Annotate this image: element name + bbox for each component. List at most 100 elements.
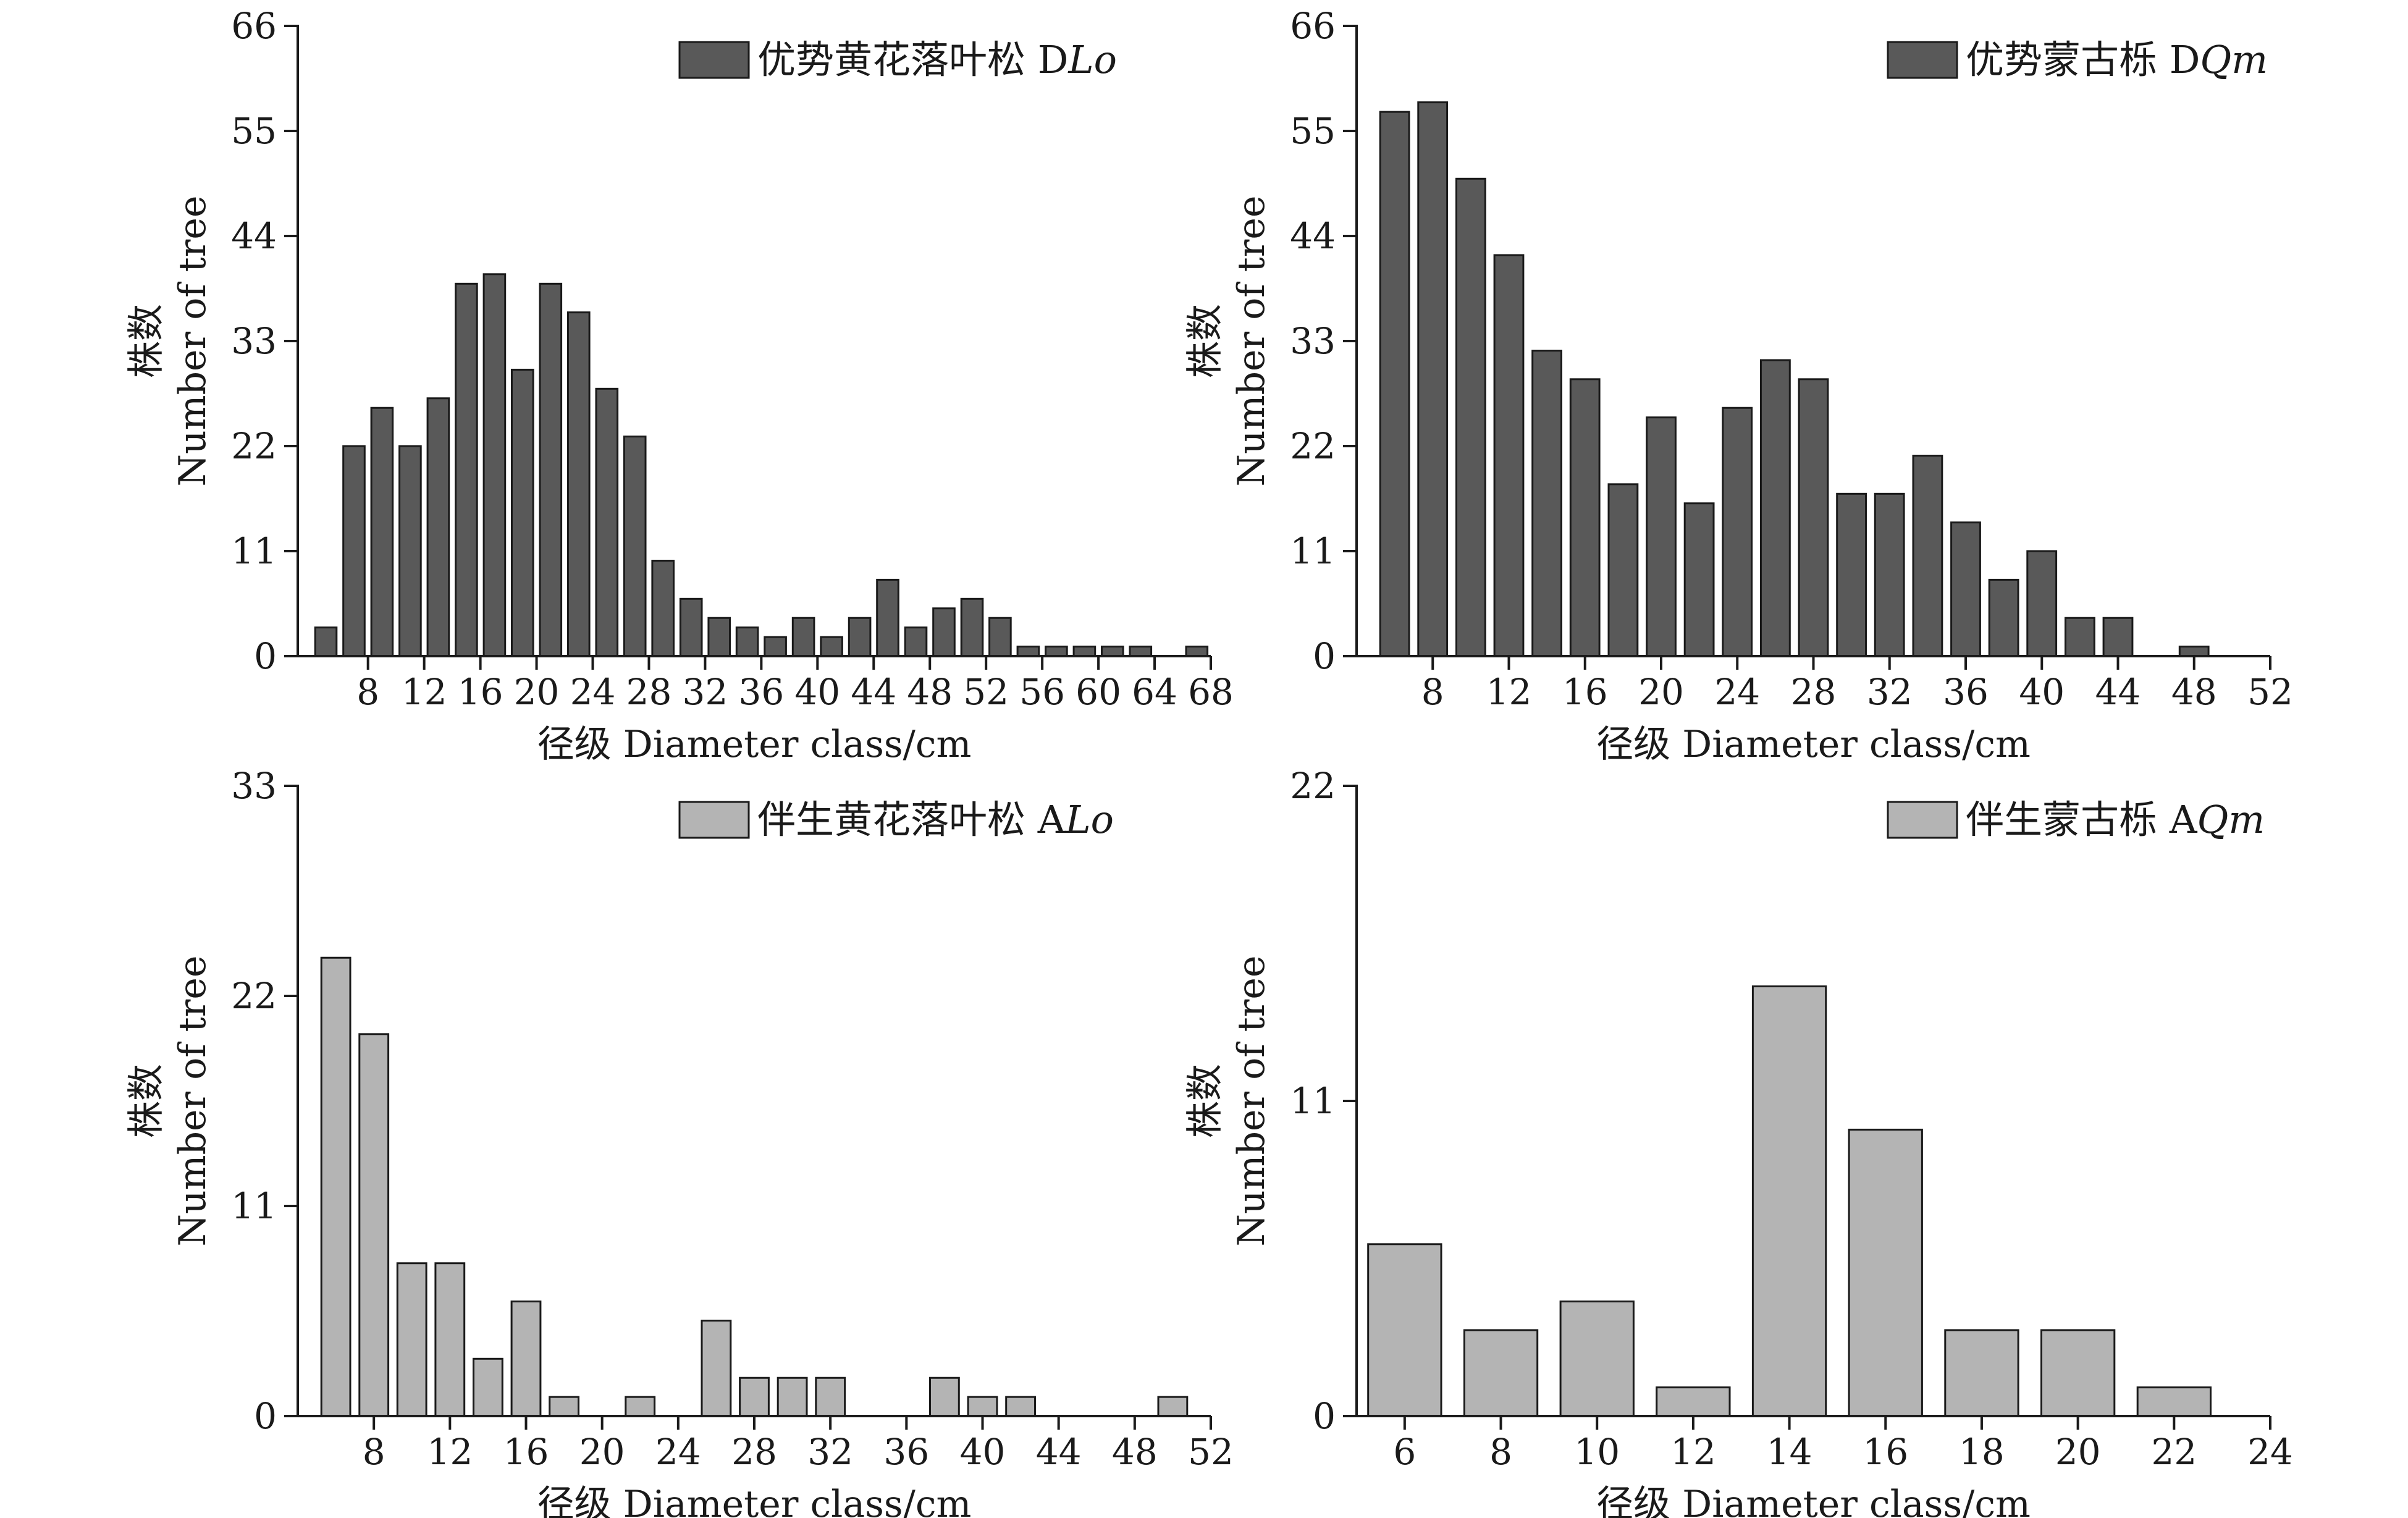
x-tick-label: 20 [514,671,560,713]
bar-dlo-41 [820,636,843,657]
bar-alo-16 [510,1301,542,1417]
bar-aqm-6 [1367,1243,1442,1417]
bar-aqm-10 [1559,1301,1635,1417]
bar-aqm-18 [1944,1329,2019,1417]
y-tick-label: 33 [1290,320,1336,362]
bar-dlo-19 [511,368,534,657]
bar-dlo-57 [1045,646,1068,657]
x-tick-label: 16 [458,671,503,713]
x-tick-label: 36 [1943,671,1989,713]
x-tick-label: 48 [1112,1431,1158,1473]
x-tick-label: 24 [655,1431,701,1473]
y-tick-label: 22 [1290,425,1336,467]
x-tick-label: 32 [683,671,728,713]
bar-dqm-26 [1760,359,1791,657]
y-axis-title-en: Number of tree [1230,956,1273,1247]
bar-dlo-11 [398,445,422,657]
x-tick-label: 36 [883,1431,929,1473]
x-tick-label: 52 [963,671,1009,713]
legend-label: 优势黄花落叶松 DLo [757,37,1117,82]
bar-alo-42 [1005,1396,1036,1417]
y-tick-label: 11 [1290,530,1336,572]
x-tick-label: 40 [794,671,840,713]
legend-label: 伴生蒙古栎 AQm [1966,797,2265,842]
x-axis-title: 径级 Diameter class/cm [1596,1483,2031,1518]
x-tick-label: 24 [570,671,616,713]
y-tick-label: 66 [1290,5,1336,47]
bar-dqm-44 [2102,617,2134,657]
bar-alo-32 [815,1377,846,1417]
bar-alo-8 [358,1033,390,1417]
panel-dominant-larix: 0 11 22 33 44 55 66 8 12 16 20 24 28 32 36 40 44 48 52 56 60… [125,5,1234,766]
y-axis-title-en: Number of tree [171,956,214,1247]
y-tick-label: 33 [231,765,277,807]
legend-swatch [678,801,750,839]
x-tick-label: 12 [402,671,447,713]
legend-swatch [1887,41,1958,79]
bar-alo-38 [929,1377,960,1417]
bar-alo-28 [739,1377,770,1417]
legend-label: 优势蒙古栎 DQm [1966,37,2268,82]
bar-alo-30 [777,1377,808,1417]
bar-dlo-53 [988,617,1012,657]
bar-dqm-20 [1646,416,1677,657]
bar-dqm-22 [1683,502,1715,657]
x-tick-label: 20 [579,1431,625,1473]
y-tick-label: 0 [1313,1395,1336,1437]
x-tick-label: 20 [1638,671,1684,713]
x-tick-label: 12 [427,1431,473,1473]
bar-dlo-39 [791,617,815,657]
x-tick-label: 52 [1188,1431,1234,1473]
bar-dqm-36 [1950,521,1981,657]
y-tick-label: 11 [231,1185,277,1227]
bar-dlo-15 [455,282,478,657]
bar-dlo-13 [426,397,450,657]
bar-dqm-40 [2026,550,2058,657]
bar-dqm-10 [1455,177,1486,657]
y-tick-label: 22 [231,975,277,1017]
bar-alo-26 [701,1320,732,1417]
bar-dlo-43 [848,617,872,657]
y-axis-title-cn: 株数 [1184,304,1227,378]
bar-dqm-32 [1874,492,1905,657]
x-tick-label: 40 [2019,671,2065,713]
x-tick-label: 44 [851,671,896,713]
y-axis-title-cn: 株数 [1184,1064,1227,1138]
bar-alo-40 [967,1396,998,1417]
bar-dlo-37 [764,636,787,657]
x-tick-label: 56 [1019,671,1065,713]
x-tick-label: 6 [1393,1431,1416,1473]
bar-dlo-23 [567,311,591,657]
x-tick-label: 48 [907,671,953,713]
y-tick-label: 55 [231,110,277,152]
y-tick-label: 22 [231,425,277,467]
bar-aqm-22 [2136,1386,2212,1417]
legend-label: 伴生黄花落叶松 ALo [757,797,1114,842]
x-tick-label: 16 [503,1431,549,1473]
bar-dqm-8 [1417,101,1449,657]
bar-dlo-33 [707,617,731,657]
x-tick-label: 16 [1562,671,1608,713]
x-tick-label: 24 [1714,671,1760,713]
bar-aqm-16 [1848,1128,1923,1417]
x-tick-label: 36 [738,671,784,713]
y-tick-label: 33 [231,320,277,362]
x-tick-label: 60 [1076,671,1121,713]
bar-alo-14 [473,1357,503,1417]
bar-dlo-67 [1185,646,1209,657]
bar-dlo-31 [679,597,703,657]
y-tick-label: 0 [254,1395,277,1437]
y-tick-label: 0 [254,635,277,677]
bar-dlo-5 [314,626,338,657]
x-tick-label: 28 [731,1431,777,1473]
bar-dlo-29 [651,560,675,657]
bar-dqm-30 [1836,492,1867,657]
bar-dqm-18 [1607,483,1639,657]
x-axis-title: 径级 Diameter class/cm [537,1483,972,1518]
x-tick-label: 24 [2247,1431,2293,1473]
bar-dqm-24 [1722,407,1753,657]
bar-dlo-7 [342,445,366,657]
bar-dqm-34 [1912,455,1943,657]
bar-aqm-12 [1656,1386,1731,1417]
bar-dlo-49 [932,607,956,657]
